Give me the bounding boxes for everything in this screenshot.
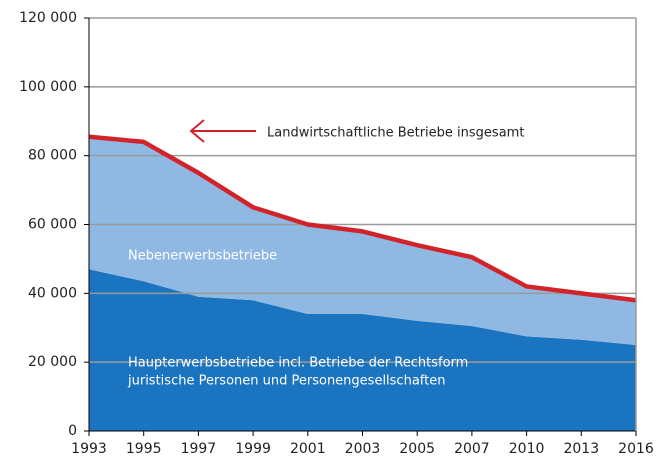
- x-tick-label: 2001: [290, 441, 326, 457]
- y-tick-label: 0: [68, 423, 77, 439]
- x-tick-label: 2003: [345, 441, 381, 457]
- y-tick-label: 80 000: [28, 148, 77, 164]
- series-label: Nebenerwerbsbetriebe: [128, 249, 277, 264]
- total-line: [88, 134, 637, 303]
- y-tick-label: 60 000: [28, 217, 77, 233]
- x-tick-label: 1995: [126, 441, 162, 457]
- arrow-head: [189, 119, 205, 143]
- x-tick-label: 2010: [509, 441, 545, 457]
- x-tick-label: 2007: [454, 441, 490, 457]
- x-tick-label: 2005: [399, 441, 435, 457]
- y-tick-label: 120 000: [19, 10, 77, 26]
- y-tick-label: 100 000: [19, 79, 77, 95]
- x-tick-label: 1993: [71, 441, 107, 457]
- series-label: juristische Personen und Personengesells…: [127, 374, 445, 389]
- x-tick-label: 1999: [235, 441, 271, 457]
- series-label: Haupterwerbsbetriebe incl. Betriebe der …: [128, 356, 468, 371]
- x-tick-label: 1997: [181, 441, 217, 457]
- y-tick-label: 20 000: [28, 354, 77, 370]
- x-tick-label: 2013: [563, 441, 599, 457]
- x-tick-label: 2016: [618, 441, 654, 457]
- area: [89, 269, 636, 431]
- y-tick-label: 40 000: [28, 285, 77, 301]
- total-label: Landwirtschaftliche Betriebe insgesamt: [267, 126, 524, 141]
